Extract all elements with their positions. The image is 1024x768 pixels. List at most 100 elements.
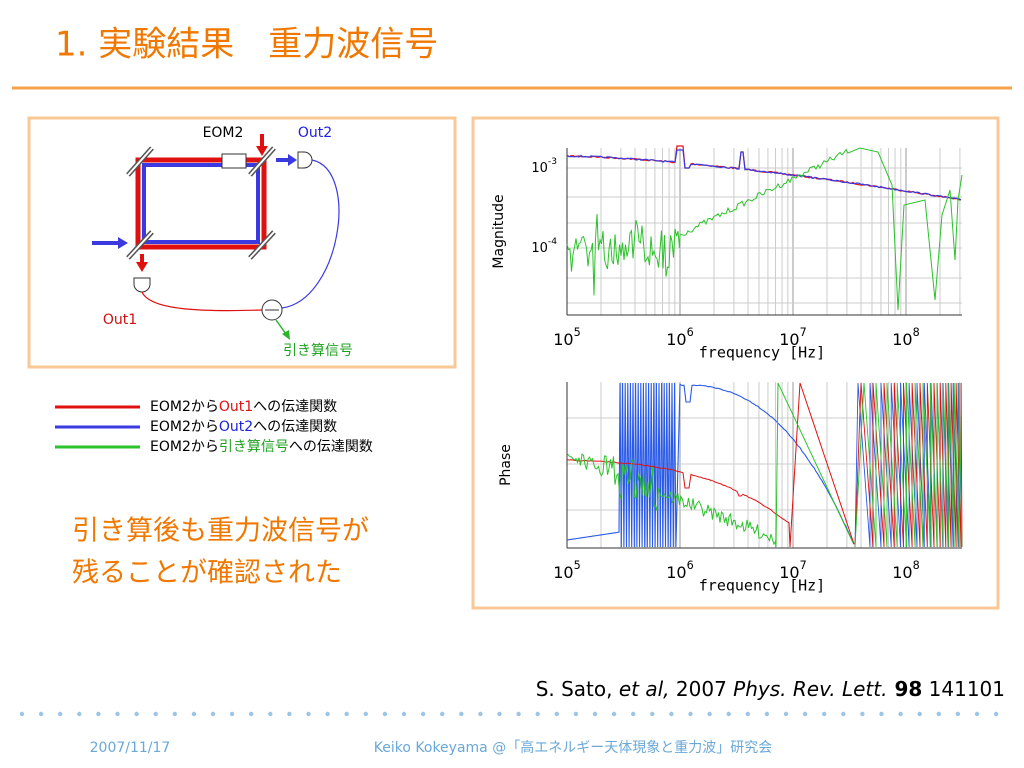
decoration-dot: [38, 711, 44, 717]
x-axis-label: frequency [Hz]: [699, 344, 825, 362]
plot-frame: [567, 148, 962, 315]
decoration-dot: [58, 711, 63, 717]
decoration-dot: [955, 711, 961, 717]
decoration-dot: [611, 711, 617, 717]
decoration-row: [19, 711, 999, 717]
tick-label: 105: [553, 326, 580, 349]
curve: [566, 149, 962, 201]
decoration-dot: [726, 711, 731, 717]
tick-label: 107: [779, 326, 806, 349]
decoration-dot: [841, 711, 846, 717]
x-axis-label: frequency [Hz]: [699, 577, 825, 595]
decoration-dot: [802, 711, 808, 717]
decoration-dot: [401, 711, 407, 717]
curve: [566, 382, 854, 548]
tick-base: 10: [531, 241, 548, 256]
decoration-dot: [287, 711, 292, 717]
curve: [566, 382, 855, 548]
tick-exponent: 6: [687, 326, 694, 339]
tick-exponent: 6: [687, 559, 694, 572]
decoration-dot: [382, 711, 388, 717]
tick-label: 107: [779, 559, 806, 582]
decoration-dot: [134, 711, 139, 717]
decoration-dot: [783, 711, 789, 717]
legend-entry: EOM2から引き算信号への伝達関数: [150, 439, 373, 455]
decoration-dot: [650, 711, 655, 717]
decoration-dot: [459, 711, 464, 717]
decoration-dot: [764, 711, 770, 717]
decoration-dot: [344, 711, 349, 717]
citation: S. Sato, et al, 2007 Phys. Rev. Lett. 98…: [536, 677, 1005, 701]
subtraction-label: 引き算信号: [283, 343, 353, 359]
footer-event: Keiko Kokeyama @「高エネルギー天体現象と重力波」研究会: [374, 739, 772, 756]
slide-title: 1. 実験結果 重力波信号: [55, 25, 438, 65]
decoration-dot: [497, 711, 502, 717]
curve: [854, 382, 963, 548]
tick-label: 10-4: [531, 237, 557, 256]
decoration-dot: [306, 711, 311, 717]
tick-exponent: 8: [913, 559, 920, 572]
footer-date: 2007/11/17: [90, 740, 171, 756]
tick-base: 10: [779, 563, 799, 582]
tick-exponent: 5: [574, 559, 581, 572]
decoration-dot: [478, 711, 483, 717]
decoration-dot: [249, 711, 254, 717]
decoration-dot: [420, 711, 426, 717]
curve: [854, 382, 963, 548]
decoration-dot: [210, 711, 216, 717]
tick-base: 10: [553, 330, 573, 349]
tick-base: 10: [892, 330, 912, 349]
tick-exponent: 5: [574, 326, 581, 339]
decoration-dot: [77, 711, 82, 717]
decoration-dot: [535, 711, 540, 717]
tick-exponent: -4: [548, 237, 557, 247]
tick-exponent: 8: [913, 326, 920, 339]
out2-label: Out2: [298, 125, 332, 141]
tick-exponent: -3: [548, 157, 557, 167]
tick-label: 108: [892, 326, 919, 349]
decoration-dot: [592, 711, 598, 717]
plot-area: [566, 148, 962, 316]
decoration-dot: [172, 711, 177, 717]
interferometer: [92, 134, 340, 340]
decoration-dot: [573, 711, 579, 717]
tick-label: 106: [666, 559, 693, 582]
decoration-dot: [631, 711, 636, 717]
decoration-dot: [822, 711, 827, 717]
curve: [566, 147, 963, 311]
decoration-dot: [19, 711, 25, 717]
tick-base: 10: [666, 563, 686, 582]
tick-exponent: 7: [800, 559, 807, 572]
y-axis-label: Magnitude: [491, 194, 507, 268]
tick-label: 108: [892, 559, 919, 582]
decoration-dot: [516, 711, 521, 717]
tick-label: 10-3: [531, 157, 557, 176]
decoration-dot: [229, 711, 235, 717]
legend-entry: EOM2からOut2への伝達関数: [150, 419, 337, 435]
decoration-dot: [745, 711, 750, 717]
legend-entry: EOM2からOut1への伝達関数: [150, 399, 337, 415]
decoration-dot: [96, 711, 101, 717]
decoration-dot: [917, 711, 922, 717]
eom-label: EOM2: [203, 125, 244, 141]
decoration-dot: [191, 711, 197, 717]
y-axis-label: Phase: [498, 444, 514, 486]
tick-base: 10: [531, 161, 548, 176]
decoration-dot: [363, 711, 368, 717]
decoration-dot: [707, 711, 712, 717]
tick-label: 106: [666, 326, 693, 349]
decoration-dot: [860, 711, 865, 717]
conclusion-line: 引き算後も重力波信号が: [72, 516, 369, 547]
decoration-dot: [115, 711, 120, 717]
conclusion-line: 残ることが確認された: [72, 558, 342, 589]
decoration-dot: [936, 711, 941, 717]
tick-label: 105: [553, 559, 580, 582]
tick-base: 10: [892, 563, 912, 582]
tick-base: 10: [666, 330, 686, 349]
decoration-dot: [440, 711, 445, 717]
legend: EOM2からOut1への伝達関数 EOM2からOut2への伝達関数 EOM2から…: [55, 399, 373, 455]
out1-label: Out1: [103, 312, 137, 328]
decoration-dot: [898, 711, 903, 717]
decoration-dot: [879, 711, 884, 717]
decoration-dot: [153, 711, 158, 717]
